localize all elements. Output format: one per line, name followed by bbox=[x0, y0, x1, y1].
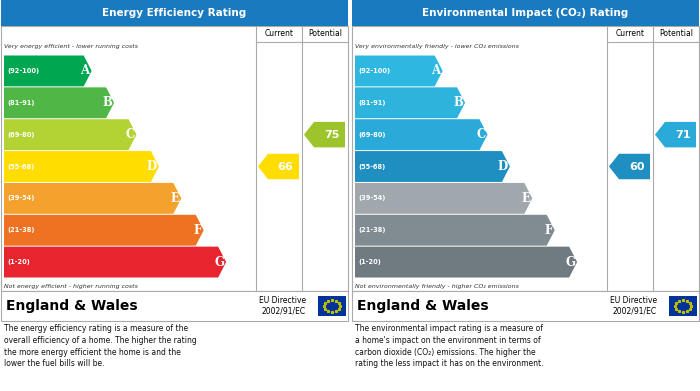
Bar bbox=[1, 0, 348, 26]
Text: (39-54): (39-54) bbox=[7, 196, 34, 201]
Text: (69-80): (69-80) bbox=[358, 132, 386, 138]
Polygon shape bbox=[4, 215, 204, 246]
Polygon shape bbox=[4, 247, 226, 278]
Text: (55-68): (55-68) bbox=[7, 163, 34, 170]
Polygon shape bbox=[355, 247, 577, 278]
Bar bbox=[352, 26, 699, 291]
Text: C: C bbox=[476, 128, 486, 141]
Text: 75: 75 bbox=[324, 130, 340, 140]
Text: B: B bbox=[102, 96, 112, 109]
Polygon shape bbox=[355, 215, 554, 246]
Text: EU Directive
2002/91/EC: EU Directive 2002/91/EC bbox=[259, 296, 306, 316]
Bar bbox=[318, 296, 346, 316]
Text: Potential: Potential bbox=[659, 29, 693, 38]
Text: (1-20): (1-20) bbox=[7, 259, 30, 265]
Text: Very energy efficient - lower running costs: Very energy efficient - lower running co… bbox=[4, 44, 138, 49]
Text: Environmental Impact (CO₂) Rating: Environmental Impact (CO₂) Rating bbox=[422, 8, 629, 18]
Polygon shape bbox=[304, 122, 345, 147]
Polygon shape bbox=[355, 56, 442, 86]
Text: Very environmentally friendly - lower CO₂ emissions: Very environmentally friendly - lower CO… bbox=[355, 44, 519, 49]
Text: (92-100): (92-100) bbox=[358, 68, 390, 74]
Text: G: G bbox=[565, 256, 575, 269]
Polygon shape bbox=[4, 56, 92, 86]
Text: E: E bbox=[170, 192, 179, 205]
Polygon shape bbox=[4, 87, 114, 118]
Text: (21-38): (21-38) bbox=[358, 227, 386, 233]
Text: F: F bbox=[193, 224, 202, 237]
Polygon shape bbox=[655, 122, 696, 147]
Polygon shape bbox=[355, 183, 532, 214]
Text: (21-38): (21-38) bbox=[7, 227, 34, 233]
Text: Current: Current bbox=[615, 29, 645, 38]
Polygon shape bbox=[4, 119, 136, 150]
Text: 71: 71 bbox=[675, 130, 690, 140]
Text: (69-80): (69-80) bbox=[7, 132, 34, 138]
Text: (39-54): (39-54) bbox=[358, 196, 386, 201]
Polygon shape bbox=[4, 183, 181, 214]
Polygon shape bbox=[258, 154, 299, 179]
Text: Energy Efficiency Rating: Energy Efficiency Rating bbox=[102, 8, 246, 18]
Polygon shape bbox=[355, 87, 465, 118]
Text: (81-91): (81-91) bbox=[7, 100, 34, 106]
Polygon shape bbox=[355, 151, 510, 182]
Text: (92-100): (92-100) bbox=[7, 68, 39, 74]
Text: D: D bbox=[498, 160, 508, 173]
Text: E: E bbox=[522, 192, 531, 205]
Text: D: D bbox=[147, 160, 157, 173]
Polygon shape bbox=[355, 119, 487, 150]
Text: (1-20): (1-20) bbox=[358, 259, 381, 265]
Text: (81-91): (81-91) bbox=[358, 100, 386, 106]
Polygon shape bbox=[609, 154, 650, 179]
Text: England & Wales: England & Wales bbox=[6, 299, 138, 313]
Text: C: C bbox=[125, 128, 134, 141]
Bar bbox=[352, 291, 699, 321]
Text: The energy efficiency rating is a measure of the
overall efficiency of a home. T: The energy efficiency rating is a measur… bbox=[4, 324, 197, 368]
Text: A: A bbox=[432, 65, 441, 77]
Polygon shape bbox=[4, 151, 159, 182]
Bar bbox=[669, 296, 697, 316]
Text: 60: 60 bbox=[629, 161, 644, 172]
Text: Not energy efficient - higher running costs: Not energy efficient - higher running co… bbox=[4, 284, 138, 289]
Text: F: F bbox=[545, 224, 553, 237]
Text: A: A bbox=[80, 65, 90, 77]
Text: England & Wales: England & Wales bbox=[357, 299, 489, 313]
Bar bbox=[1, 291, 348, 321]
Text: G: G bbox=[214, 256, 224, 269]
Text: 66: 66 bbox=[278, 161, 293, 172]
Text: Current: Current bbox=[265, 29, 293, 38]
Text: The environmental impact rating is a measure of
a home's impact on the environme: The environmental impact rating is a mea… bbox=[355, 324, 543, 368]
Text: Not environmentally friendly - higher CO₂ emissions: Not environmentally friendly - higher CO… bbox=[355, 284, 519, 289]
Text: Potential: Potential bbox=[308, 29, 342, 38]
Text: B: B bbox=[453, 96, 463, 109]
Bar bbox=[1, 26, 348, 291]
Text: EU Directive
2002/91/EC: EU Directive 2002/91/EC bbox=[610, 296, 657, 316]
Bar bbox=[352, 0, 699, 26]
Text: (55-68): (55-68) bbox=[358, 163, 385, 170]
